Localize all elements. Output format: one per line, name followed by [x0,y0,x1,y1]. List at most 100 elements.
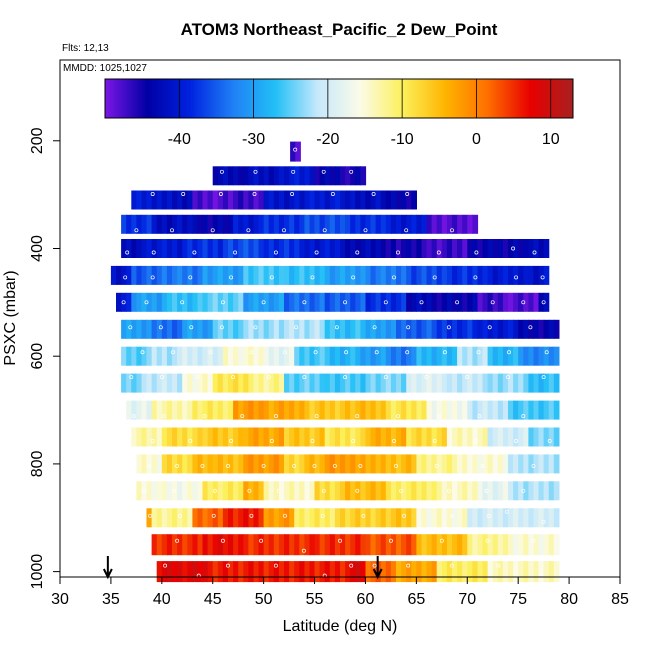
heatmap-cell [166,346,173,366]
heatmap-cell [370,373,377,393]
sample-point [259,538,264,543]
heatmap-cell [406,534,412,556]
heatmap-cell [436,373,443,393]
heatmap-cell [528,400,535,420]
heatmap-cell [222,427,229,447]
heatmap-cell [187,292,193,312]
sample-point [419,300,424,305]
heatmap-cell [380,508,387,528]
heatmap-cell [487,265,494,285]
x-tick-label: 70 [458,591,476,608]
x-tick-label: 40 [153,591,171,608]
heatmap-cell [477,292,484,312]
heatmap-cell [502,292,509,312]
heatmap-cell [161,561,168,583]
heatmap-cell [294,319,300,339]
heatmap-cell [278,508,285,528]
heatmap-cell [462,265,468,285]
heatmap-cell [233,427,239,447]
heatmap-cell [452,534,458,556]
heatmap-cell [263,319,270,339]
heatmap-cell [518,373,524,393]
heatmap-cell [151,239,158,258]
heatmap-cell [217,292,224,312]
heatmap-cell [385,373,392,393]
heatmap-cell [212,265,219,285]
heatmap-cell [324,166,331,186]
heatmap-cell [477,319,484,339]
colorbar-tick-label: 0 [472,131,481,148]
heatmap-cell [253,454,260,474]
heatmap-cell [136,427,143,447]
heatmap-cell [248,190,255,210]
heatmap-cell [472,481,479,501]
heatmap-cell [217,190,224,210]
heatmap-cell [538,561,545,583]
heatmap-cell [431,534,438,556]
heatmap-cell [243,373,249,393]
heatmap-cell [518,454,524,474]
heatmap-cell [268,481,275,501]
heatmap-cell [110,265,117,285]
heatmap-cell [375,265,382,285]
sample-point [310,275,315,280]
heatmap-cell [217,454,224,474]
heatmap-cell [202,400,209,420]
heatmap-cell [212,400,219,420]
sample-point [547,439,552,443]
heatmap-cell [187,508,193,528]
heatmap-cell [284,454,290,474]
heatmap-cell [212,292,219,312]
heatmap-cell [497,373,504,393]
heatmap-cell [477,508,484,528]
heatmap-cell [136,373,143,393]
heatmap-cell [314,481,321,501]
heatmap-cell [467,319,473,339]
heatmap-cell [492,239,499,258]
heatmap-cell [294,481,300,501]
heatmap-cell [492,508,499,528]
heatmap-cell [416,373,423,393]
heatmap-cell [263,214,270,234]
sample-point [528,325,533,330]
heatmap-cell [202,239,209,258]
heatmap-cell [212,481,219,501]
heatmap-cell [273,346,280,366]
heatmap-cell [345,481,351,501]
heatmap-cell [375,454,382,474]
heatmap-cell [508,265,514,285]
heatmap-cell [299,454,305,474]
heatmap-cell [212,508,219,528]
heatmap-cell [385,292,392,312]
heatmap-cell [278,214,285,234]
heatmap-cell [345,454,351,474]
heatmap-cell [457,534,463,556]
heatmap-cell [151,214,158,234]
heatmap-cell [289,400,295,420]
heatmap-cell [380,239,387,258]
heatmap-cell [457,265,463,285]
sample-point [249,513,254,518]
heatmap-cell [146,508,153,528]
heatmap-cell [380,292,387,312]
heatmap-cell [390,481,397,501]
heatmap-cell [187,265,193,285]
heatmap-cell [314,239,321,258]
heatmap-cell [472,239,479,258]
heatmap-cell [340,373,346,393]
colorbar [104,78,574,119]
sample-point [514,439,519,443]
heatmap-cell [355,400,361,420]
heatmap-cell [284,292,290,312]
heatmap-cell [543,427,550,447]
sample-point [541,519,546,524]
heatmap-cell [350,373,356,393]
sample-point [394,463,398,468]
heatmap-cell [360,292,367,312]
heatmap-cell [441,292,448,312]
heatmap-cell [151,319,158,339]
sample-point [388,538,393,543]
heatmap-cell [472,346,479,366]
sample-point [292,463,297,468]
